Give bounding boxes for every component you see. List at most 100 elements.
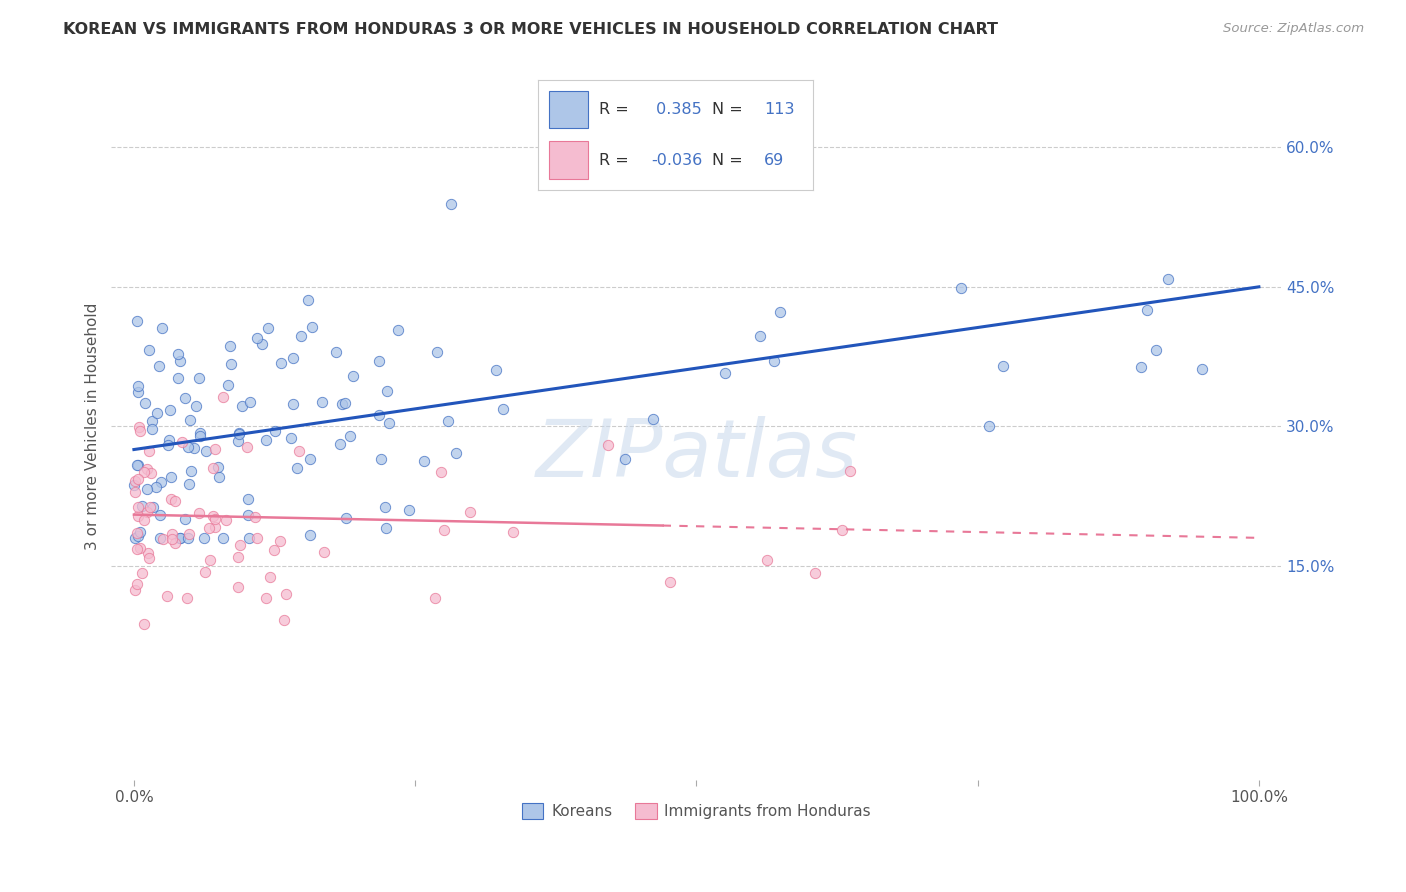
Point: [204, 520, 226, 534]
Point: [231, 399, 253, 413]
Point: [131, 500, 153, 514]
Point: [131, 566, 153, 580]
Point: [259, 569, 281, 583]
Point: [127, 385, 149, 400]
Point: [127, 509, 149, 524]
Point: [238, 508, 260, 522]
Point: [148, 359, 170, 373]
Point: [436, 414, 458, 428]
Point: [139, 500, 162, 515]
Point: [134, 396, 156, 410]
Point: [429, 465, 451, 479]
Point: [367, 409, 389, 423]
Point: [187, 371, 209, 385]
Point: [125, 458, 148, 472]
Point: [169, 354, 191, 368]
Point: [1136, 302, 1159, 317]
Point: [1144, 343, 1167, 357]
Point: [228, 538, 250, 552]
Point: [444, 446, 467, 460]
Point: [141, 414, 163, 428]
Point: [135, 461, 157, 475]
Point: [256, 433, 278, 447]
Point: [285, 461, 308, 475]
Point: [264, 424, 287, 438]
Point: [129, 524, 152, 539]
Point: [246, 531, 269, 545]
Point: [145, 480, 167, 494]
Point: [831, 523, 853, 537]
Point: [239, 395, 262, 409]
Point: [269, 533, 291, 548]
Point: [256, 591, 278, 605]
Point: [169, 531, 191, 545]
Point: [226, 581, 249, 595]
Point: [127, 472, 149, 486]
Point: [141, 422, 163, 436]
Point: [374, 500, 396, 515]
Point: [219, 339, 242, 353]
Point: [658, 574, 681, 589]
Point: [749, 329, 772, 343]
Point: [297, 293, 319, 307]
Point: [149, 531, 172, 545]
Point: [188, 428, 211, 442]
Point: [301, 319, 323, 334]
Point: [142, 500, 165, 514]
Point: [127, 500, 149, 514]
Point: [208, 470, 231, 484]
Point: [167, 347, 190, 361]
Point: [152, 533, 174, 547]
Point: [129, 424, 152, 438]
Point: [124, 484, 146, 499]
Point: [204, 442, 226, 456]
Point: [125, 525, 148, 540]
Point: [226, 434, 249, 448]
Point: [145, 406, 167, 420]
Point: [163, 494, 186, 508]
Point: [236, 440, 259, 454]
Point: [128, 420, 150, 434]
Point: [949, 281, 972, 295]
Point: [288, 444, 311, 458]
Point: [433, 523, 456, 537]
Point: [219, 357, 242, 371]
Point: [270, 356, 292, 370]
Point: [197, 521, 219, 535]
Point: [184, 399, 207, 413]
Point: [166, 371, 188, 385]
Point: [367, 354, 389, 368]
Point: [335, 510, 357, 524]
Point: [124, 583, 146, 598]
Point: [157, 433, 180, 447]
Point: [375, 384, 398, 399]
Point: [174, 512, 197, 526]
Point: [1191, 362, 1213, 376]
Point: [194, 565, 217, 579]
Point: [311, 395, 333, 409]
Y-axis label: 3 or more Vehicles in Household: 3 or more Vehicles in Household: [86, 302, 100, 550]
Point: [228, 426, 250, 441]
Point: [1129, 360, 1152, 375]
Point: [179, 526, 201, 541]
Point: [124, 531, 146, 545]
Point: [162, 532, 184, 546]
Point: [1157, 272, 1180, 286]
Point: [179, 477, 201, 491]
Point: [195, 444, 218, 458]
Point: [170, 435, 193, 450]
Point: [174, 392, 197, 406]
Point: [136, 505, 159, 519]
Point: [502, 525, 524, 540]
Point: [375, 520, 398, 534]
Point: [281, 351, 304, 366]
Point: [333, 396, 356, 410]
Point: [330, 397, 353, 411]
Point: [370, 452, 392, 467]
Point: [215, 513, 238, 527]
Point: [598, 438, 620, 452]
Point: [165, 535, 187, 549]
Point: [281, 396, 304, 410]
Text: KOREAN VS IMMIGRANTS FROM HONDURAS 3 OR MORE VEHICLES IN HOUSEHOLD CORRELATION C: KOREAN VS IMMIGRANTS FROM HONDURAS 3 OR …: [63, 22, 998, 37]
Point: [387, 323, 409, 337]
